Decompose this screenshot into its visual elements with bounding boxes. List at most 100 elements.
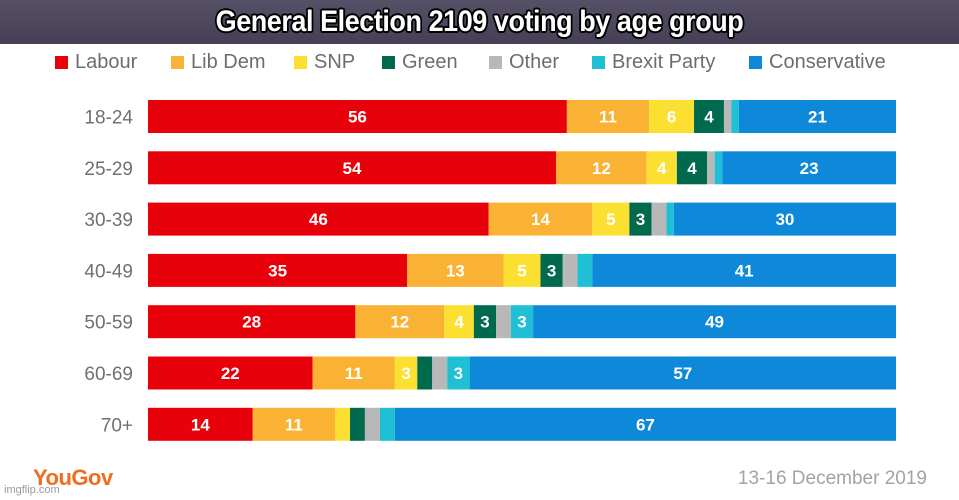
legend-label-brexit-party: Brexit Party [612,50,716,73]
bar-labour-18-24 [148,100,567,133]
legend-label-labour: Labour [75,50,138,73]
bar-other-25-29 [707,151,715,185]
data-label-snp-50-59: 4 [454,313,464,332]
bar-green-18-24 [694,100,724,133]
bar-green-40-49 [540,253,563,287]
bar-conservative-50-59 [533,305,896,339]
category-label-40-49: 40-49 [84,261,133,282]
bar-brexit-party-30-39 [666,202,674,236]
data-label-conservative-50-59: 49 [705,313,724,332]
data-label-conservative-30-39: 30 [775,210,794,229]
bar-lib-dem-25-29 [556,151,647,185]
bar-labour-50-59 [148,305,356,339]
bar-labour-60-69 [148,356,313,390]
bar-lib-dem-60-69 [312,356,395,390]
legend-item-brexit-party: Brexit Party [592,50,715,74]
data-label-conservative-40-49: 41 [735,261,754,280]
bar-conservative-40-49 [592,253,896,287]
data-label-labour-50-59: 28 [242,313,261,332]
category-label-50-59: 50-59 [84,313,133,334]
data-label-snp-18-24: 6 [667,108,676,127]
bar-other-60-69 [432,356,448,390]
bar-other-30-39 [651,202,667,236]
bar-other-40-49 [562,253,578,287]
bar-snp-18-24 [649,100,695,133]
bar-labour-30-39 [148,202,489,236]
bar-conservative-70 [394,407,896,441]
bar-other-18-24 [723,100,732,133]
data-label-lib-dem-40-49: 13 [446,261,465,280]
data-label-brexit-party-60-69: 3 [454,364,463,383]
bar-conservative-30-39 [673,202,896,236]
legend-item-snp: SNP [294,50,355,74]
legend-label-lib-dem: Lib Dem [191,50,266,73]
data-label-conservative-60-69: 57 [673,364,692,383]
imgflip-watermark: imgflip.com [4,484,60,496]
bar-snp-30-39 [592,202,630,236]
category-label-70: 70+ [101,415,133,436]
data-label-lib-dem-25-29: 12 [592,159,611,178]
category-label-25-29: 25-29 [84,159,133,180]
bar-snp-60-69 [394,356,418,390]
bar-snp-40-49 [503,253,541,287]
data-label-lib-dem-18-24: 11 [599,108,617,127]
bar-green-25-29 [676,151,708,185]
legend-swatch-snp [294,55,307,69]
data-label-green-40-49: 3 [547,261,556,280]
legend-item-conservative: Conservative [749,50,886,74]
legend-swatch-conservative [749,55,762,69]
data-label-green-25-29: 4 [687,159,697,178]
category-label-18-24: 18-24 [84,108,133,129]
legend-item-labour: Labour [55,50,137,74]
data-label-snp-30-39: 5 [606,210,615,229]
chart-title: General Election 2109 voting by age grou… [215,5,744,38]
legend-swatch-other [489,55,502,69]
bar-lib-dem-70 [252,407,335,441]
bar-green-60-69 [417,356,433,390]
bar-conservative-25-29 [722,151,896,185]
data-label-lib-dem-70: 11 [285,415,303,434]
bar-lib-dem-30-39 [488,202,593,236]
data-label-labour-40-49: 35 [268,261,287,280]
bar-snp-70 [335,407,350,441]
bar-brexit-party-18-24 [731,100,739,133]
category-label-30-39: 30-39 [84,210,133,231]
bar-snp-25-29 [646,151,677,185]
bar-brexit-party-40-49 [577,253,593,287]
data-label-labour-30-39: 46 [309,210,328,229]
bar-green-50-59 [473,305,497,339]
bar-lib-dem-40-49 [407,253,504,287]
bar-conservative-60-69 [469,356,896,390]
data-label-conservative-18-24: 21 [808,108,827,127]
data-label-green-18-24: 4 [704,108,714,127]
bar-lib-dem-18-24 [566,100,650,133]
legend-label-snp: SNP [314,50,356,73]
bar-snp-50-59 [444,305,474,339]
legend-swatch-lib-dem [171,55,184,69]
bar-other-50-59 [496,305,511,339]
legend-swatch-brexit-party [592,55,605,69]
data-label-labour-60-69: 22 [221,364,240,383]
legend-item-other: Other [489,50,559,74]
bar-conservative-18-24 [738,100,896,133]
data-label-conservative-70: 67 [636,415,655,434]
bar-brexit-party-25-29 [714,151,723,185]
data-label-lib-dem-30-39: 14 [531,210,550,229]
category-label-60-69: 60-69 [84,364,133,385]
bar-labour-40-49 [148,253,408,287]
bar-brexit-party-50-59 [510,305,534,339]
chart-legend: Labour Lib Dem SNP Green Other Brexit Party Co… [0,0,959,100]
bar-other-70 [364,407,380,441]
data-label-green-30-39: 3 [636,210,645,229]
data-label-conservative-25-29: 23 [800,159,819,178]
legend-label-conservative: Conservative [769,50,886,73]
legend-item-lib-dem: Lib Dem [171,50,265,74]
bar-brexit-party-60-69 [447,356,470,390]
data-label-lib-dem-50-59: 12 [390,313,409,332]
data-label-green-50-59: 3 [480,313,489,332]
legend-label-other: Other [509,50,560,73]
bar-labour-70 [148,407,253,441]
bar-labour-25-29 [148,151,556,185]
data-label-labour-18-24: 56 [348,108,367,127]
bar-green-30-39 [629,202,652,236]
